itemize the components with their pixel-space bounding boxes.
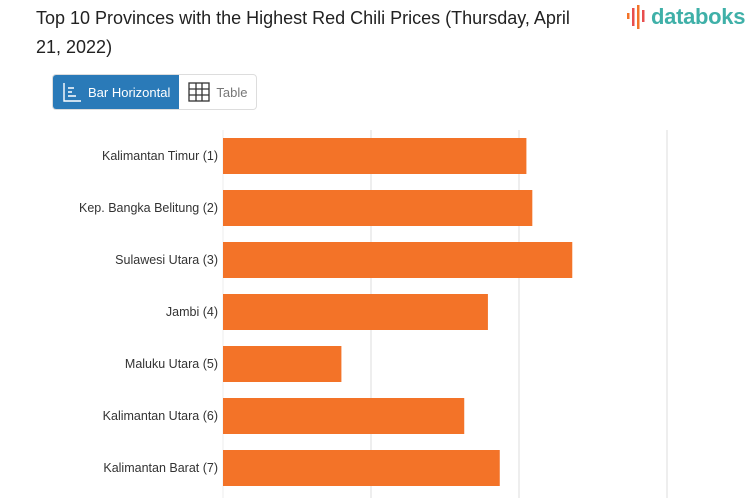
bar-chart-icon bbox=[63, 83, 81, 102]
chart-title: Top 10 Provinces with the Highest Red Ch… bbox=[36, 8, 570, 57]
bar[interactable] bbox=[223, 190, 533, 226]
bar[interactable] bbox=[223, 398, 465, 434]
category-label: Jambi (4) bbox=[165, 305, 218, 319]
table-icon bbox=[188, 82, 211, 102]
category-label: Kalimantan Utara (6) bbox=[102, 409, 218, 423]
category-label: Maluku Utara (5) bbox=[124, 357, 218, 371]
bar[interactable] bbox=[223, 242, 573, 278]
category-label: Kalimantan Timur (1) bbox=[101, 149, 218, 163]
table-button[interactable]: Table bbox=[179, 75, 256, 109]
databoks-logo: databoks bbox=[626, 4, 745, 30]
category-label: Kep. Bangka Belitung (2) bbox=[79, 201, 218, 215]
view-toggle: Bar Horizontal Table bbox=[52, 74, 258, 110]
bar-horizontal-button[interactable]: Bar Horizontal bbox=[53, 75, 180, 109]
bar[interactable] bbox=[223, 346, 342, 382]
bar[interactable] bbox=[223, 294, 488, 330]
logo-text: databoks bbox=[651, 4, 746, 29]
bar[interactable] bbox=[223, 450, 500, 486]
bar-horizontal-label: Bar Horizontal bbox=[88, 84, 171, 100]
category-label: Sulawesi Utara (3) bbox=[115, 253, 218, 267]
table-label: Table bbox=[216, 84, 248, 100]
logo-bars-icon bbox=[627, 5, 645, 29]
category-label: Kalimantan Barat (7) bbox=[103, 461, 218, 475]
bar[interactable] bbox=[223, 138, 527, 174]
